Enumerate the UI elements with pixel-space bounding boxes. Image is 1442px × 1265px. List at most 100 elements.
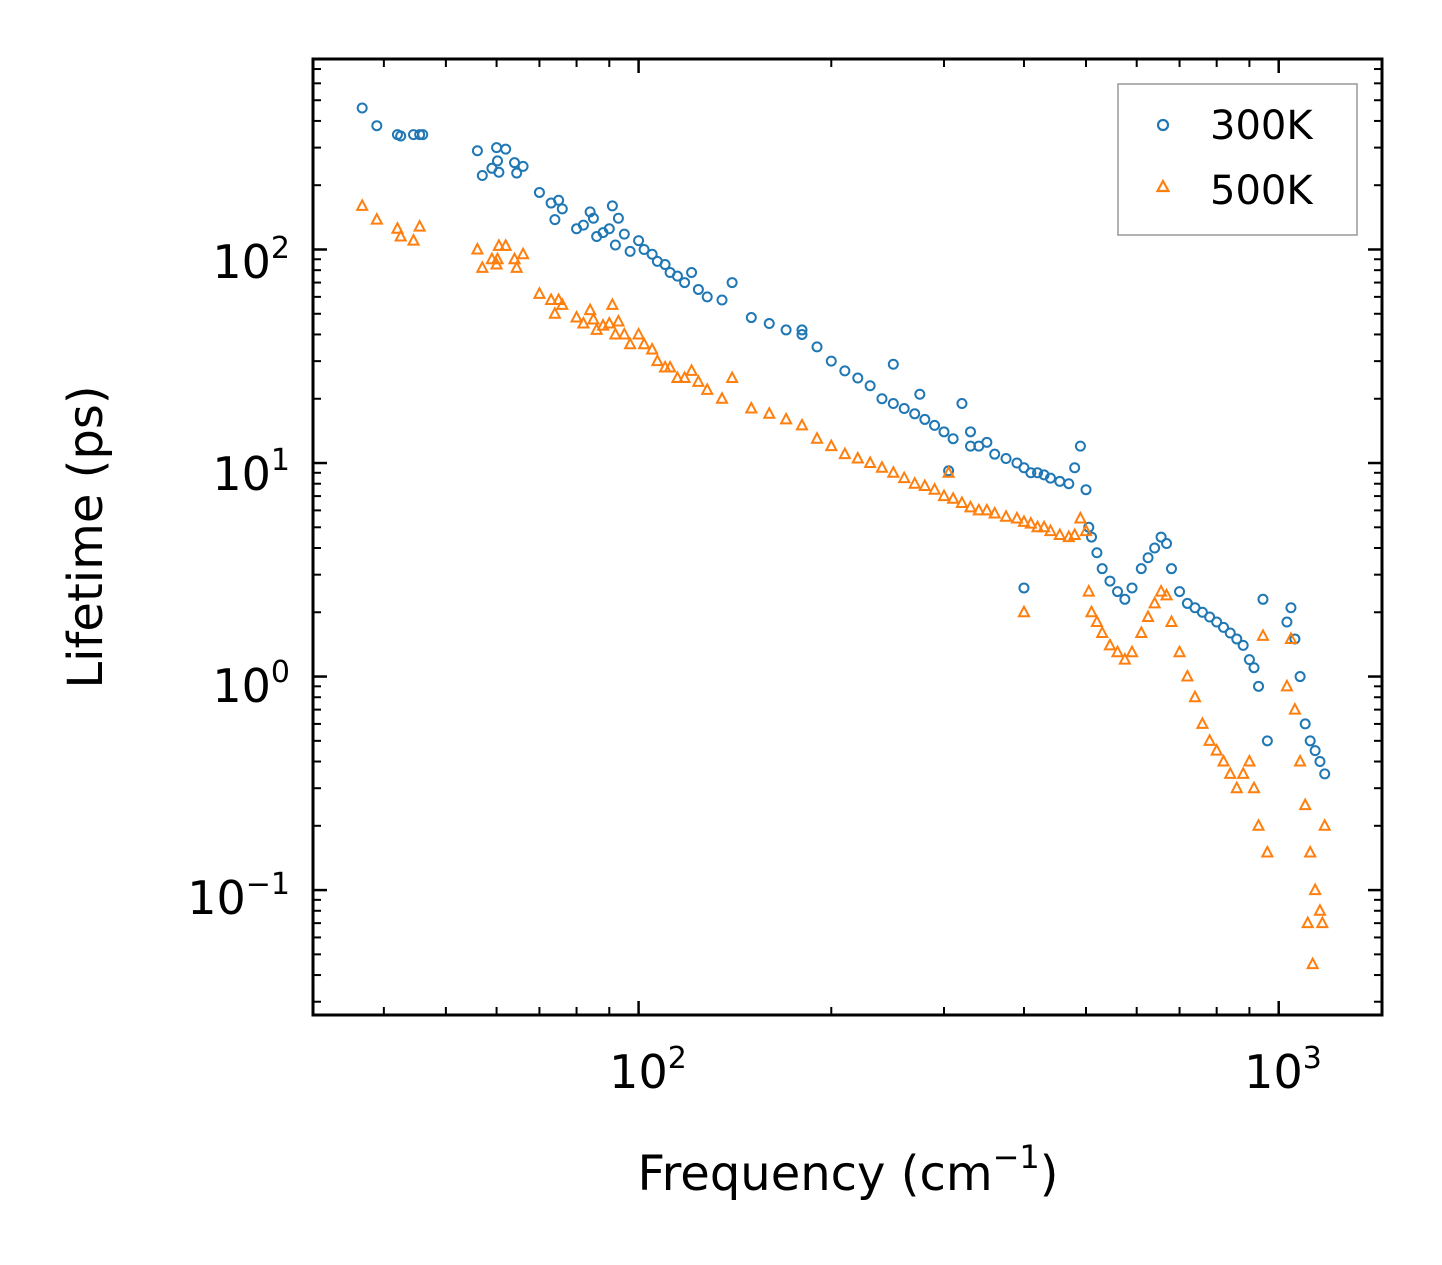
data-point-500k: [1095, 625, 1109, 638]
data-point-500k: [810, 431, 824, 444]
data-point-500k: [510, 260, 524, 273]
data-point-500k: [863, 455, 877, 469]
data-point-500k: [684, 363, 699, 376]
data-point-500k: [955, 495, 969, 508]
x-tick-label-1000: 103: [1244, 1041, 1322, 1099]
data-point-500k: [475, 260, 489, 273]
data-point-300k: [395, 130, 407, 142]
data-point-500k: [963, 499, 978, 513]
data-point-500k: [700, 382, 714, 395]
data-point-300k: [646, 248, 658, 260]
data-point-500k: [617, 326, 631, 340]
data-point-300k: [914, 388, 926, 400]
data-point-500k: [838, 446, 852, 460]
data-point-500k: [631, 326, 646, 340]
data-point-300k: [417, 129, 429, 141]
data-point-300k: [947, 433, 959, 445]
legend-label-300k: 300K: [1210, 103, 1314, 149]
data-point-300k: [1304, 735, 1316, 747]
data-point-300k: [1054, 475, 1066, 487]
data-point-500k: [1280, 678, 1294, 692]
data-point-500k: [1223, 766, 1237, 779]
data-point-500k: [1308, 882, 1322, 896]
data-point-300k: [864, 380, 876, 392]
data-point-500k: [544, 292, 558, 306]
data-point-500k: [1147, 595, 1162, 609]
data-point-500k: [499, 238, 513, 251]
data-point-300k: [500, 143, 512, 155]
legend-marker-300k: [1156, 118, 1170, 132]
data-point-500k: [1103, 637, 1117, 651]
data-point-500k: [390, 221, 405, 234]
tick-layer: [313, 59, 1382, 1015]
data-point-500k: [1313, 903, 1327, 916]
data-point-500k: [1030, 519, 1045, 533]
data-point-300k: [1086, 531, 1098, 543]
x-axis-title: Frequency (cm−1): [637, 1138, 1058, 1202]
data-point-300k: [517, 160, 529, 172]
data-point-500k: [605, 297, 620, 310]
data-point-500k: [490, 251, 505, 265]
data-point-300k: [533, 186, 545, 198]
data-point-500k: [406, 233, 421, 246]
data-point-300k: [898, 403, 910, 415]
data-point-300k: [839, 365, 851, 377]
y-tick-label-1: 100: [212, 655, 290, 713]
data-point-500k: [608, 326, 623, 340]
data-point-300k: [1237, 639, 1249, 651]
data-point-500k: [1251, 818, 1266, 831]
data-point-300k: [956, 397, 968, 409]
data-point-500k: [1082, 583, 1096, 597]
data-point-500k: [725, 370, 739, 384]
data-point-300k: [852, 372, 864, 384]
data-point-500k: [1188, 689, 1202, 703]
data-point-300k: [1096, 563, 1108, 575]
data-point-500k: [1079, 523, 1093, 537]
data-point-300k: [638, 243, 650, 255]
data-point-300k: [1174, 586, 1186, 598]
data-point-300k: [1000, 452, 1012, 464]
data-point-300k: [493, 166, 505, 178]
data-point-500k: [1141, 609, 1155, 623]
data-point-500k: [744, 400, 758, 414]
data-point-300k: [1257, 593, 1269, 605]
data-point-500k: [972, 502, 986, 516]
data-point-500k: [988, 505, 1002, 519]
data-point-300k: [624, 245, 636, 257]
data-point-500k: [941, 465, 956, 478]
data-point-300k: [981, 436, 993, 448]
data-point-300k: [686, 267, 698, 279]
legend: 300K 500K: [1117, 83, 1358, 236]
data-point-500k: [980, 502, 994, 516]
data-point-300k: [549, 214, 561, 226]
data-point-300k: [1069, 462, 1081, 474]
data-point-500k: [1010, 510, 1024, 524]
data-point-500k: [1084, 604, 1099, 618]
data-point-500k: [937, 488, 951, 502]
data-point-300k: [1281, 616, 1293, 628]
data-point-300k: [1018, 582, 1030, 594]
data-point-500k: [1017, 604, 1031, 618]
data-point-500k: [1164, 614, 1179, 628]
data-point-500k: [1180, 668, 1195, 682]
data-point-500k: [1068, 527, 1082, 541]
data-point-500k: [576, 315, 591, 329]
data-point-300k: [606, 200, 618, 212]
data-point-500k: [1236, 766, 1250, 779]
data-point-500k: [1318, 818, 1332, 831]
legend-marker-500k: [1155, 178, 1171, 193]
data-point-300k: [476, 170, 488, 182]
data-point-300k: [1294, 671, 1306, 683]
data-point-300k: [1261, 735, 1273, 747]
data-point-300k: [1119, 593, 1131, 605]
data-point-300k: [825, 355, 837, 367]
data-point-300k: [618, 228, 630, 240]
data-point-500k: [670, 370, 685, 384]
data-point-300k: [938, 426, 950, 438]
data-point-300k: [1112, 586, 1124, 598]
data-point-300k: [471, 145, 483, 157]
data-point-500k: [1284, 631, 1298, 644]
data-point-300k: [1135, 563, 1147, 575]
plot-frame: [311, 57, 1384, 1017]
data-point-300k: [609, 239, 621, 251]
